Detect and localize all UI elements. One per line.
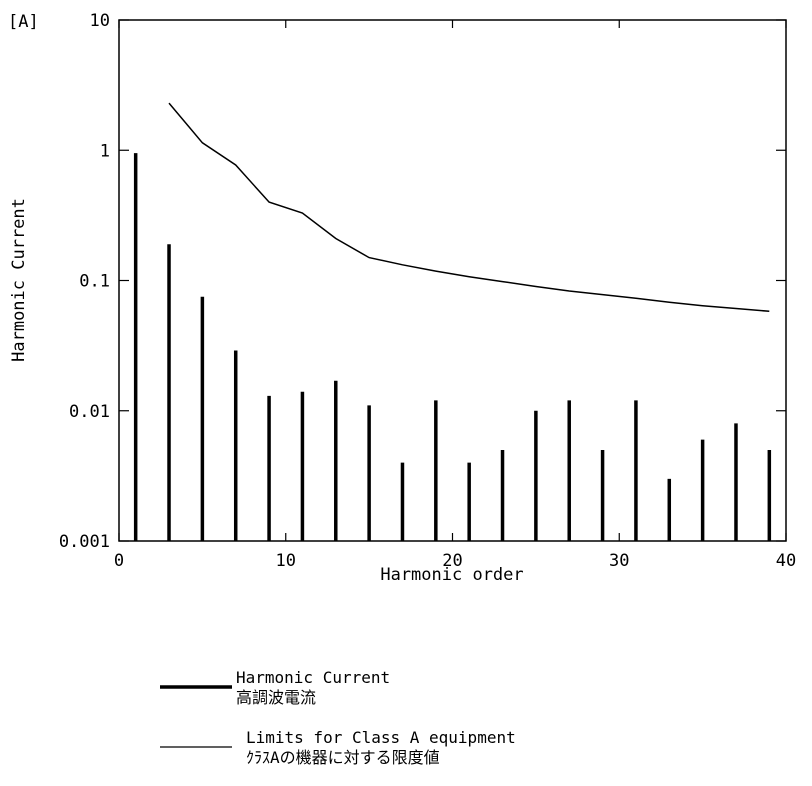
y-unit-label: [A] <box>8 12 39 32</box>
x-axis-title: Harmonic order <box>380 565 523 585</box>
legend-label-class-a-limit-ja: ｸﾗｽAの機器に対する限度値 <box>246 748 440 767</box>
legend-label-harmonic-current: Harmonic Current <box>236 668 390 687</box>
x-tick-label: 30 <box>609 551 629 571</box>
y-tick-label: 0.01 <box>69 402 110 422</box>
y-axis-title: Harmonic Current <box>9 198 29 362</box>
x-tick-label: 10 <box>276 551 296 571</box>
x-tick-label: 20 <box>442 551 462 571</box>
x-tick-label: 40 <box>776 551 796 571</box>
y-tick-label: 10 <box>90 11 110 31</box>
y-tick-label: 0.001 <box>59 532 110 552</box>
y-axis-ticks: 0.001 0.01 0.1 1 10 <box>59 11 786 552</box>
legend-label-harmonic-current-ja: 高調波電流 <box>236 688 316 707</box>
plot-frame <box>118 19 787 542</box>
x-axis-ticks: 0 10 20 30 40 <box>114 20 796 571</box>
class-a-limit-line <box>168 102 770 313</box>
x-tick-label: 0 <box>114 551 124 571</box>
legend: Harmonic Current 高調波電流 Limits for Class … <box>160 668 516 767</box>
harmonic-current-bars <box>133 153 772 541</box>
class-a-limit-series <box>168 102 770 313</box>
y-tick-label: 0.1 <box>79 272 110 292</box>
legend-label-class-a-limit: Limits for Class A equipment <box>246 728 516 747</box>
y-tick-label: 1 <box>100 141 110 161</box>
